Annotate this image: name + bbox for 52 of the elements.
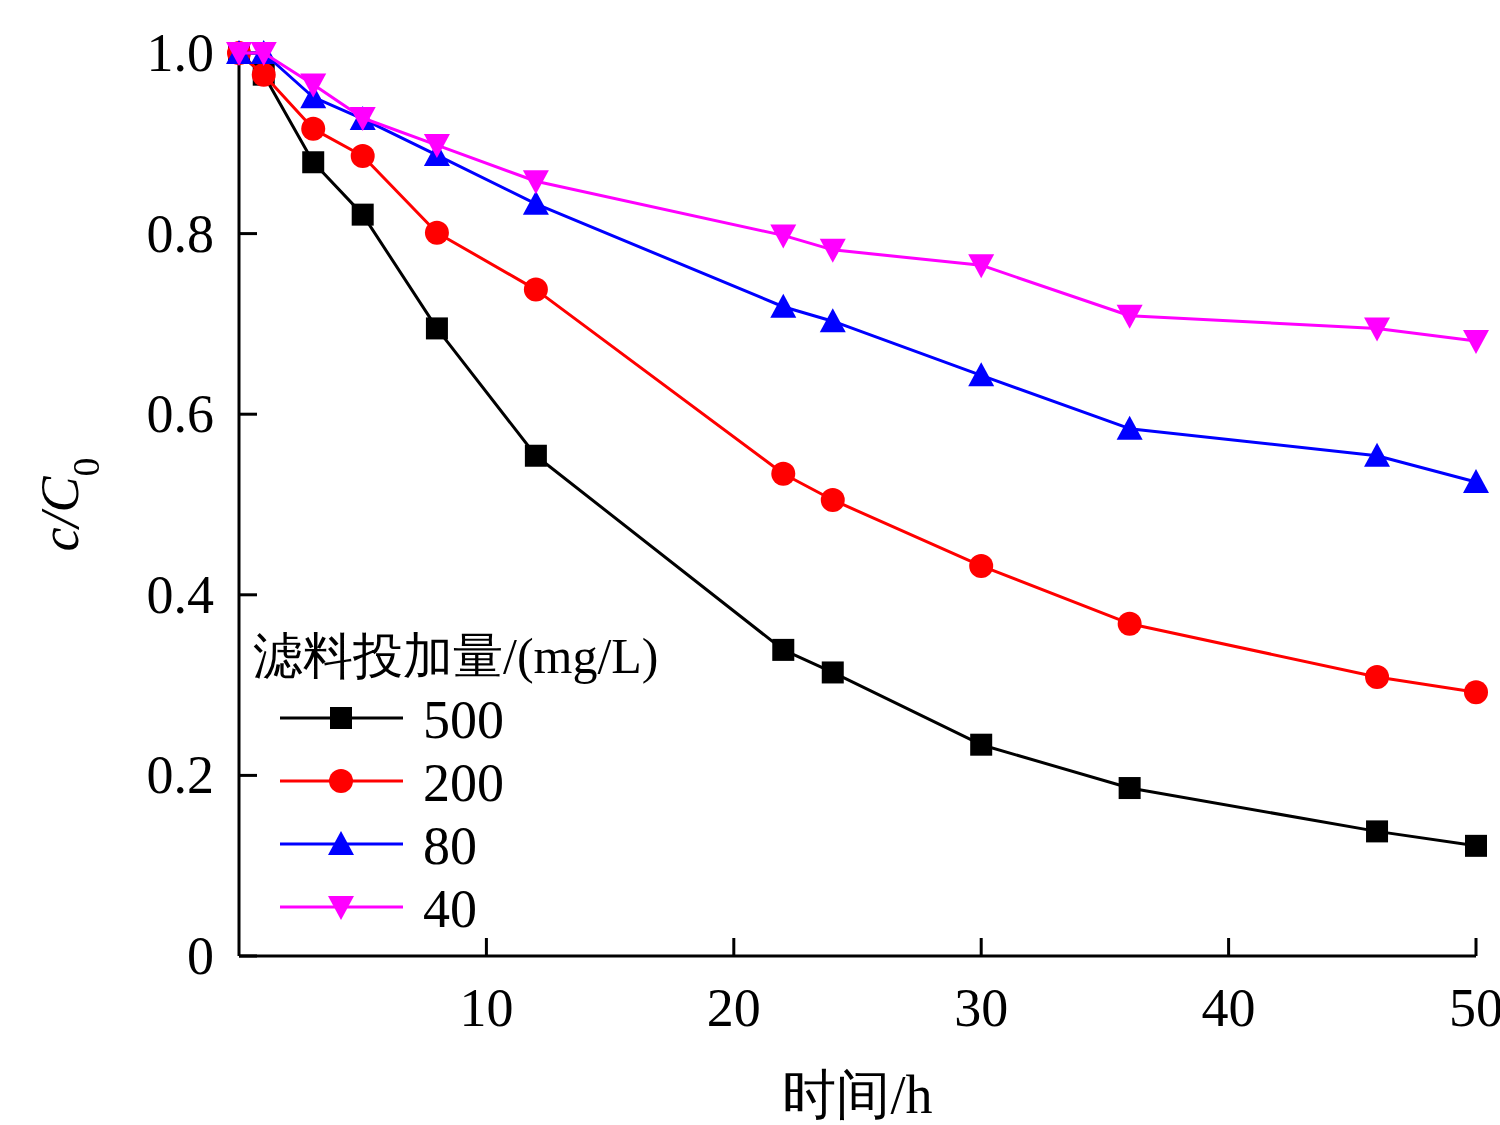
legend-title: 滤料投加量/(mg/L) <box>253 628 659 684</box>
point <box>1366 820 1389 843</box>
point <box>1465 834 1487 857</box>
y-tick-label: 1.0 <box>146 23 214 83</box>
point <box>970 733 993 756</box>
point <box>524 444 547 467</box>
point <box>523 277 548 302</box>
point <box>1463 330 1489 355</box>
x-tick-label: 20 <box>706 978 761 1038</box>
point <box>300 73 327 98</box>
point <box>423 134 450 159</box>
point <box>821 661 844 684</box>
y-tick-label: 0 <box>187 926 214 986</box>
y-tick-label: 0.2 <box>146 745 214 806</box>
point <box>1364 442 1391 467</box>
point <box>301 116 326 141</box>
point <box>819 308 846 333</box>
point <box>1118 777 1141 800</box>
point <box>425 317 448 340</box>
point <box>1464 680 1488 705</box>
legend-label: 40 <box>423 879 477 939</box>
point <box>1116 304 1143 329</box>
point <box>1365 664 1390 689</box>
point <box>522 190 549 215</box>
point <box>969 553 994 578</box>
point <box>770 224 797 249</box>
y-tick-label: 0.8 <box>146 203 214 264</box>
legend-label: 80 <box>423 816 477 876</box>
legend-label: 500 <box>423 690 504 750</box>
point <box>302 151 325 174</box>
point <box>522 170 549 195</box>
point <box>820 487 845 512</box>
point <box>968 254 995 279</box>
point <box>968 362 995 387</box>
x-tick-label: 10 <box>459 978 514 1038</box>
point <box>770 293 797 318</box>
point <box>1116 415 1143 440</box>
point <box>772 638 795 661</box>
x-axis-title: 时间/h <box>782 1065 933 1125</box>
x-tick-label: 30 <box>954 978 1009 1038</box>
y-tick-label: 0.6 <box>146 384 214 445</box>
point <box>819 238 846 263</box>
point <box>350 143 375 168</box>
point <box>424 220 449 245</box>
x-tick-label: 40 <box>1201 978 1256 1038</box>
point <box>1463 468 1489 493</box>
point <box>1117 611 1142 636</box>
point <box>1364 317 1391 342</box>
legend-label: 200 <box>423 753 504 813</box>
y-tick-label: 0.4 <box>146 564 214 625</box>
point <box>351 203 374 226</box>
point <box>771 461 796 486</box>
